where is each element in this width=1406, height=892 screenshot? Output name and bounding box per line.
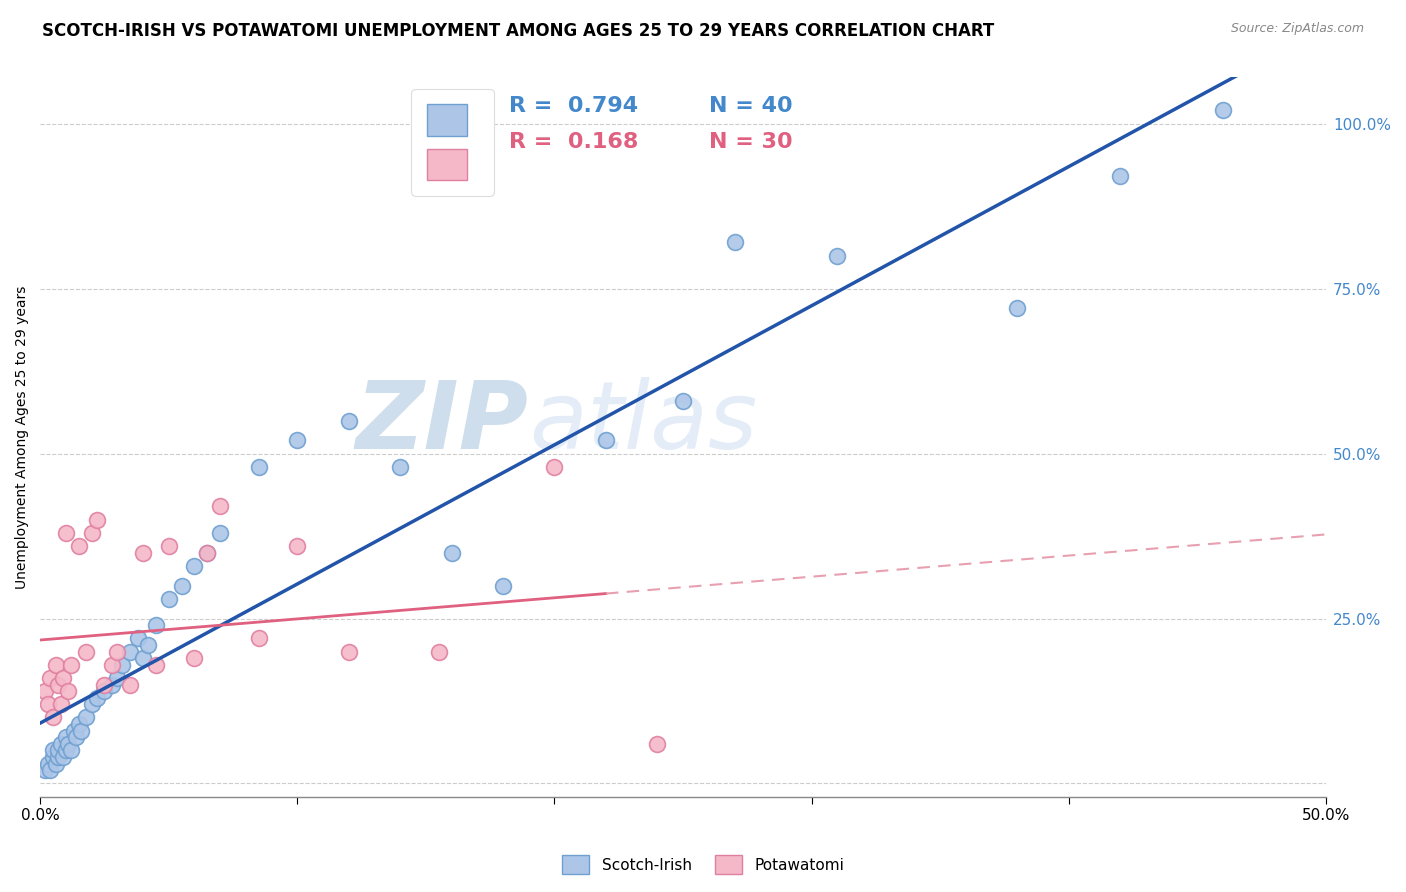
Point (86, 512, 108, 526)
Text: R =  0.794: R = 0.794 (509, 96, 638, 116)
Legend: , : , (412, 88, 494, 196)
Point (49, 698, 72, 712)
Point (46, 750, 69, 764)
Point (80, 698, 103, 712)
Point (52, 671, 75, 685)
Point (132, 651, 155, 665)
Point (93, 677, 115, 691)
Point (80, 525, 103, 540)
Point (37, 756, 59, 771)
Point (59, 743, 82, 757)
Point (42, 750, 65, 764)
Point (46, 677, 69, 691)
Point (723, 235, 745, 250)
Point (145, 657, 167, 672)
Point (59, 657, 82, 672)
Point (157, 591, 180, 606)
Point (93, 684, 115, 698)
Point (157, 539, 180, 553)
Point (39, 671, 62, 685)
Point (45, 756, 67, 771)
Point (65, 731, 87, 745)
Point (440, 545, 463, 559)
Text: Source: ZipAtlas.com: Source: ZipAtlas.com (1230, 22, 1364, 36)
Point (1109, 169, 1132, 184)
Point (67, 717, 90, 731)
Point (46, 743, 69, 757)
Point (132, 545, 155, 559)
Point (42, 743, 65, 757)
Point (427, 644, 450, 658)
Point (209, 525, 232, 540)
Point (105, 644, 128, 658)
Point (55, 743, 77, 757)
Point (183, 558, 205, 573)
Text: N = 40: N = 40 (709, 96, 793, 116)
Point (34, 764, 56, 778)
Point (195, 545, 218, 559)
Point (595, 434, 617, 448)
Point (195, 545, 218, 559)
Point (183, 651, 205, 665)
Point (55, 731, 77, 745)
Point (209, 500, 232, 514)
Point (492, 578, 515, 592)
Point (75, 644, 97, 658)
Point (827, 249, 849, 263)
Point (101, 657, 124, 672)
Point (111, 657, 134, 672)
Point (70, 723, 93, 738)
Text: atlas: atlas (529, 377, 756, 468)
Point (49, 737, 72, 751)
Point (120, 644, 142, 658)
Point (86, 690, 108, 705)
Y-axis label: Unemployment Among Ages 25 to 29 years: Unemployment Among Ages 25 to 29 years (15, 285, 30, 589)
Point (75, 710, 97, 724)
Point (1007, 301, 1029, 316)
Point (37, 698, 59, 712)
Point (170, 578, 193, 592)
Point (120, 677, 142, 691)
Point (67, 539, 90, 553)
Legend: Scotch-Irish, Potawatomi: Scotch-Irish, Potawatomi (555, 849, 851, 880)
Text: ZIP: ZIP (356, 376, 529, 468)
Point (647, 737, 669, 751)
Point (127, 632, 149, 646)
Point (42, 710, 65, 724)
Point (389, 459, 412, 474)
Point (45, 657, 67, 672)
Point (285, 434, 308, 448)
Point (58, 684, 80, 698)
Point (672, 393, 695, 408)
Point (101, 677, 124, 691)
Point (105, 671, 128, 685)
Text: N = 30: N = 30 (709, 132, 793, 153)
Text: SCOTCH-IRISH VS POTAWATOMI UNEMPLOYMENT AMONG AGES 25 TO 29 YEARS CORRELATION CH: SCOTCH-IRISH VS POTAWATOMI UNEMPLOYMENT … (42, 22, 994, 40)
Point (247, 459, 270, 474)
Point (337, 413, 360, 427)
Point (543, 459, 565, 474)
Point (55, 525, 77, 540)
Point (145, 618, 167, 632)
Point (337, 644, 360, 658)
Point (62, 723, 84, 738)
Point (39, 764, 62, 778)
Point (52, 750, 75, 764)
Point (1212, 103, 1234, 118)
Point (136, 638, 159, 652)
Text: R =  0.168: R = 0.168 (509, 132, 638, 153)
Point (285, 539, 308, 553)
Point (34, 684, 56, 698)
Point (247, 632, 270, 646)
Point (58, 737, 80, 751)
